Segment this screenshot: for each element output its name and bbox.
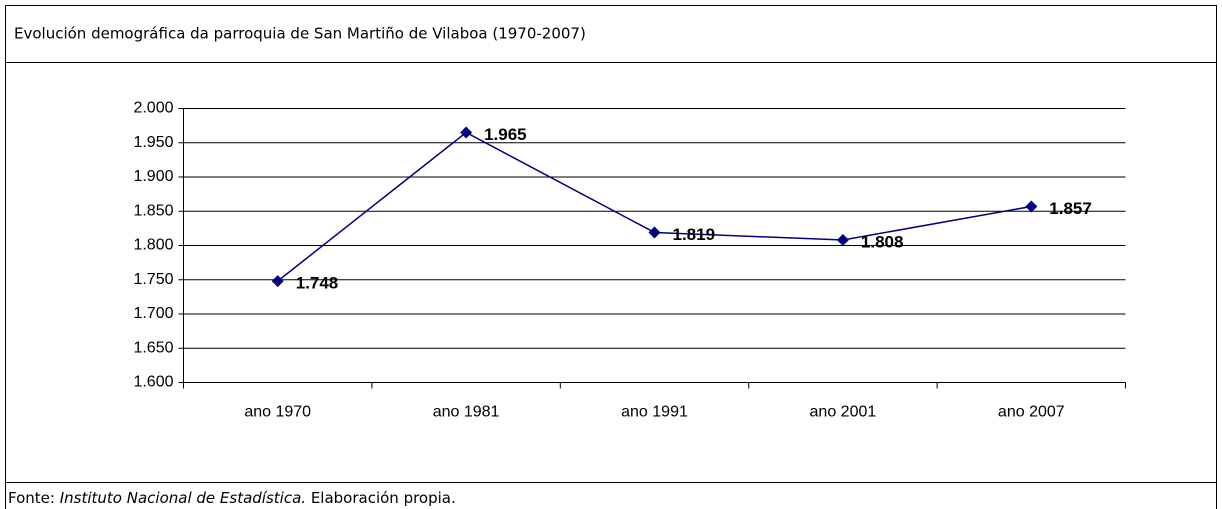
y-tick-label: 1.800 xyxy=(133,237,173,254)
y-tick-label: 1.900 xyxy=(133,168,173,185)
source-note: Elaboración propia. xyxy=(311,489,456,507)
source: Fonte: Instituto Nacional de Estadística… xyxy=(8,489,456,507)
data-label: 1.819 xyxy=(673,225,716,244)
x-tick-label: ano 1991 xyxy=(621,404,688,421)
chart-title: Evolución demográfica da parroquia de Sa… xyxy=(14,25,586,43)
x-tick-label: ano 2001 xyxy=(810,404,877,421)
data-label: 1.748 xyxy=(296,274,339,293)
y-tick-label: 1.600 xyxy=(133,374,173,391)
data-label: 1.857 xyxy=(1049,199,1092,218)
marker xyxy=(460,126,473,139)
marker xyxy=(836,234,849,247)
x-tick-label: ano 1981 xyxy=(433,404,500,421)
line xyxy=(277,131,1032,282)
y-tick-label: 1.950 xyxy=(133,134,173,151)
marker xyxy=(648,226,661,239)
source-label: Fonte: xyxy=(8,489,55,507)
y-tick-label: 1.850 xyxy=(133,202,173,219)
y-tick-label: 2.000 xyxy=(133,100,173,117)
x-tick-label: ano 1970 xyxy=(244,404,311,421)
x-tick-label: ano 2007 xyxy=(998,404,1065,421)
y-tick-label: 1.750 xyxy=(133,271,173,288)
marker xyxy=(271,275,284,288)
data-label: 1.808 xyxy=(861,233,904,252)
y-tick-label: 1.650 xyxy=(133,339,173,356)
y-tick-label: 1.700 xyxy=(133,305,173,322)
marker xyxy=(1025,200,1038,213)
data-label: 1.965 xyxy=(484,125,527,144)
source-name: Instituto Nacional de Estadística. xyxy=(60,489,306,507)
frame xyxy=(5,5,1217,509)
